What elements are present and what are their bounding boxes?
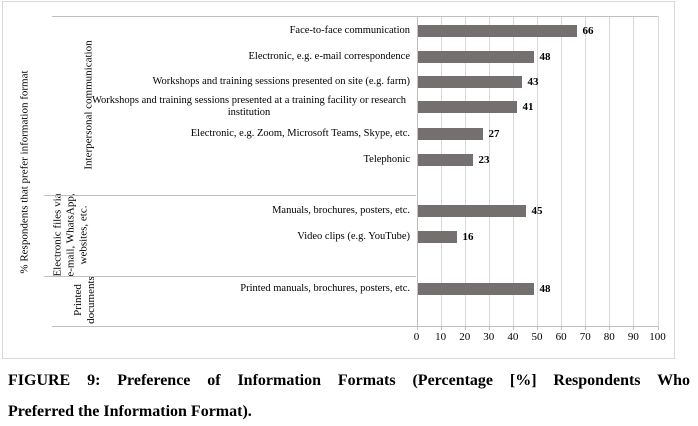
bar [417,101,517,113]
plot-top-border [52,16,658,17]
x-axis-tick-label: 30 [483,331,495,343]
bar [417,76,522,88]
bar-value-label: 45 [531,205,543,217]
bar-value-label: 23 [478,154,490,166]
category-label: Printed manuals, brochures, posters, etc… [240,283,410,294]
x-axis-tick-label: 90 [627,331,639,343]
bar [417,25,577,37]
x-axis-tick-label: 50 [531,331,543,343]
bar [417,231,457,243]
category-label: Video clips (e.g. YouTube) [297,231,410,242]
x-axis-tickmark [464,326,466,330]
group-label: Electronic files via e-mail, WhatsApp, w… [51,193,90,277]
x-axis-tick-label: 60 [555,331,567,343]
gridline [537,16,538,326]
x-axis-tick-label: 20 [459,331,471,343]
group-divider [44,276,416,277]
x-axis-tickmark [609,326,611,330]
x-axis-tick-label: 80 [603,331,615,343]
x-axis-tickmark [537,326,538,330]
figure-caption: FIGURE 9: Preference of Information Form… [8,365,690,426]
x-axis-tickmark [488,326,490,330]
gridline [440,16,442,326]
gridline [633,16,635,326]
gridline [512,16,514,326]
bar-value-label: 16 [462,231,474,243]
gridline [585,16,587,326]
caption-line-1: FIGURE 9: Preference of Information Form… [8,372,690,389]
gridline [609,16,611,326]
category-label: Workshops and training sessions presente… [152,76,410,87]
bar-value-label: 66 [582,25,594,37]
bar-value-label: 43 [527,76,539,88]
x-axis-tickmark [512,326,514,330]
bar [417,128,483,140]
bar-value-label: 48 [539,51,551,63]
x-axis-tick-label: 70 [579,331,591,343]
bar-value-label: 27 [488,128,500,140]
x-axis-tickmark [561,326,563,330]
x-axis-tick-label: 10 [435,331,447,343]
x-axis-tickmark [585,326,587,330]
x-axis-tickmark [633,326,635,330]
gridline [488,16,490,326]
bar [417,154,473,166]
bar [417,283,534,295]
x-axis-tick-label: 40 [507,331,519,343]
bar-value-label: 48 [539,283,551,295]
bar [417,51,534,63]
category-label: Electronic, e.g. Zoom, Microsoft Teams, … [190,128,410,139]
bar [417,205,526,217]
category-label: Manuals, brochures, posters, etc. [272,205,410,216]
x-axis-tickmark [416,326,418,330]
group-label: Printed documents [72,276,97,324]
group-divider [44,195,416,196]
chart-frame [2,1,675,359]
category-axis-line [416,16,418,326]
caption-line-2: Preferred the Information Format). [8,403,252,420]
gridline [657,16,659,326]
bar-value-label: 41 [522,101,534,113]
x-axis-tick-label: 100 [649,331,666,343]
x-axis-tickmark [440,326,442,330]
category-label: Workshops and training sessions presente… [91,95,407,118]
x-axis-line [52,326,658,327]
category-label: Face-to-face communication [289,25,410,36]
gridline [561,16,563,326]
category-label: Telephonic [363,154,411,165]
y-axis-title: % Respondents that prefer information fo… [18,70,31,274]
category-label: Electronic, e.g. e-mail correspondence [248,51,410,62]
x-axis-tickmark [657,326,659,330]
x-axis-tick-label: 0 [413,331,420,343]
gridline [464,16,466,326]
